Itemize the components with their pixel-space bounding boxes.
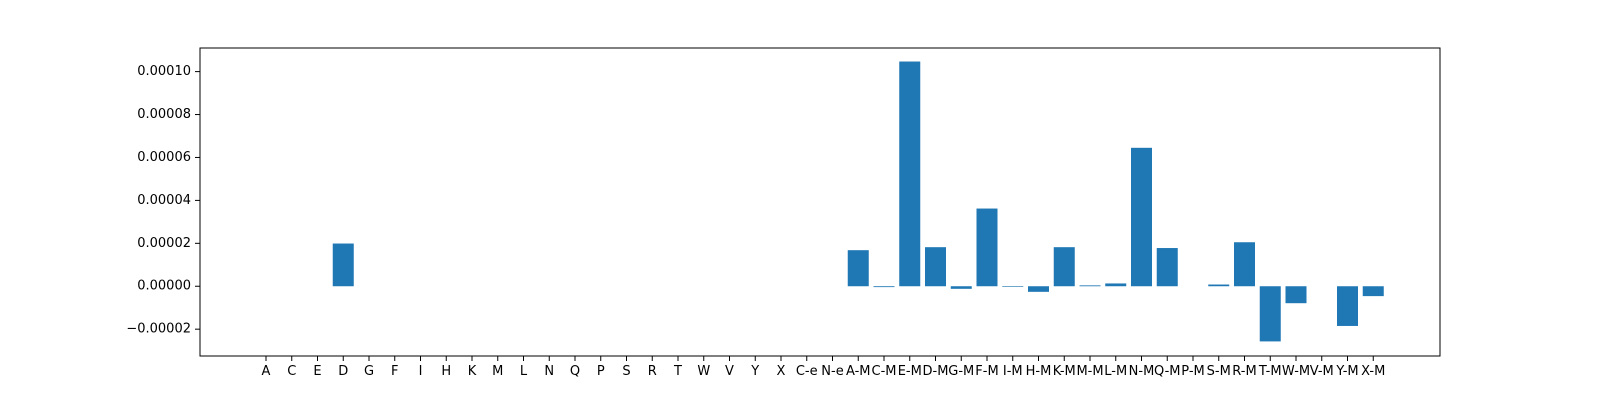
x-tick-label: E <box>313 364 321 379</box>
x-tick-label: C-M <box>872 364 897 379</box>
bar-E-M <box>899 61 921 287</box>
bar-C-M <box>873 286 895 288</box>
x-tick-label: F-M <box>975 364 998 379</box>
x-tick-label: R <box>648 364 657 379</box>
x-tick-label: E-M <box>898 364 922 379</box>
bar-L-M <box>1105 283 1127 287</box>
x-tick-label: Y <box>750 364 759 379</box>
y-tick-label: 0.00008 <box>137 107 191 122</box>
y-tick-label: 0.00002 <box>137 236 191 251</box>
x-tick-label: M <box>492 364 503 379</box>
x-tick-label: I <box>419 364 423 379</box>
x-tick-label: W-M <box>1282 364 1310 379</box>
bar-A-M <box>847 250 869 287</box>
bar-T-M <box>1259 286 1281 342</box>
x-tick-label: D <box>338 364 348 379</box>
x-tick-label: A <box>262 364 271 379</box>
x-tick-label: V-M <box>1310 364 1334 379</box>
bar-X-M <box>1362 286 1384 297</box>
x-tick-label: S-M <box>1207 364 1231 379</box>
x-tick-label: V <box>725 364 734 379</box>
bar-I-M <box>1002 286 1024 287</box>
y-axis: −0.00002 0.00000 0.00002 0.00004 0.00006 0.00… <box>126 64 200 337</box>
bar-Q-M <box>1156 248 1178 287</box>
x-tick-label: N <box>544 364 554 379</box>
x-tick-label: H <box>441 364 451 379</box>
x-tick-label: D-M <box>923 364 949 379</box>
x-tick-label: C <box>287 364 296 379</box>
bar-W-M <box>1285 286 1307 304</box>
x-tick-label: K-M <box>1053 364 1076 379</box>
x-tick-label: Q <box>570 364 580 379</box>
y-tick-label: −0.00002 <box>126 322 191 337</box>
x-tick-label: P <box>597 364 605 379</box>
y-tick-label: 0.00006 <box>137 150 191 165</box>
x-tick-label: G-M <box>948 364 974 379</box>
bar-D <box>332 243 354 287</box>
y-tick-label: 0.00004 <box>137 193 191 208</box>
x-tick-label: S <box>622 364 630 379</box>
bars-layer <box>332 61 1384 342</box>
bar-R-M <box>1234 242 1255 287</box>
x-tick-label: H-M <box>1026 364 1052 379</box>
x-tick-label: N-M <box>1129 364 1155 379</box>
x-tick-label: L <box>520 364 528 379</box>
x-tick-label: L-M <box>1104 364 1127 379</box>
x-tick-label: N-e <box>821 364 843 379</box>
y-tick-label: 0.00010 <box>137 64 191 79</box>
x-tick-label: K <box>468 364 477 379</box>
bar-N-M <box>1131 147 1152 287</box>
x-tick-label: X <box>777 364 786 379</box>
x-tick-label: P-M <box>1181 364 1204 379</box>
x-tick-label: Q-M <box>1154 364 1181 379</box>
bar-G-M <box>950 286 972 289</box>
x-axis: A C E D G F I H K M L N Q P S R T W V Y X C-e N-e A-M C-M E-M D-M G… <box>262 356 1385 379</box>
x-tick-label: T <box>673 364 682 379</box>
x-tick-label: R-M <box>1232 364 1256 379</box>
bar-H-M <box>1028 286 1049 292</box>
plot-frame <box>199 47 1441 357</box>
x-tick-label: G <box>364 364 374 379</box>
x-tick-label: M-M <box>1076 364 1103 379</box>
x-tick-label: C-e <box>796 364 818 379</box>
bar-F-M <box>976 208 998 287</box>
bar-K-M <box>1053 247 1075 287</box>
bar-S-M <box>1208 284 1230 287</box>
x-tick-label: I-M <box>1003 364 1023 379</box>
x-tick-label: X-M <box>1361 364 1385 379</box>
bar-M-M <box>1079 285 1101 287</box>
bar-D-M <box>925 247 946 287</box>
x-tick-label: W <box>697 364 710 379</box>
x-tick-label: F <box>391 364 398 379</box>
x-tick-label: A-M <box>846 364 871 379</box>
x-tick-label: T-M <box>1258 364 1282 379</box>
x-tick-label: Y-M <box>1335 364 1358 379</box>
y-tick-label: 0.00000 <box>137 279 191 294</box>
bar-Y-M <box>1337 286 1358 326</box>
